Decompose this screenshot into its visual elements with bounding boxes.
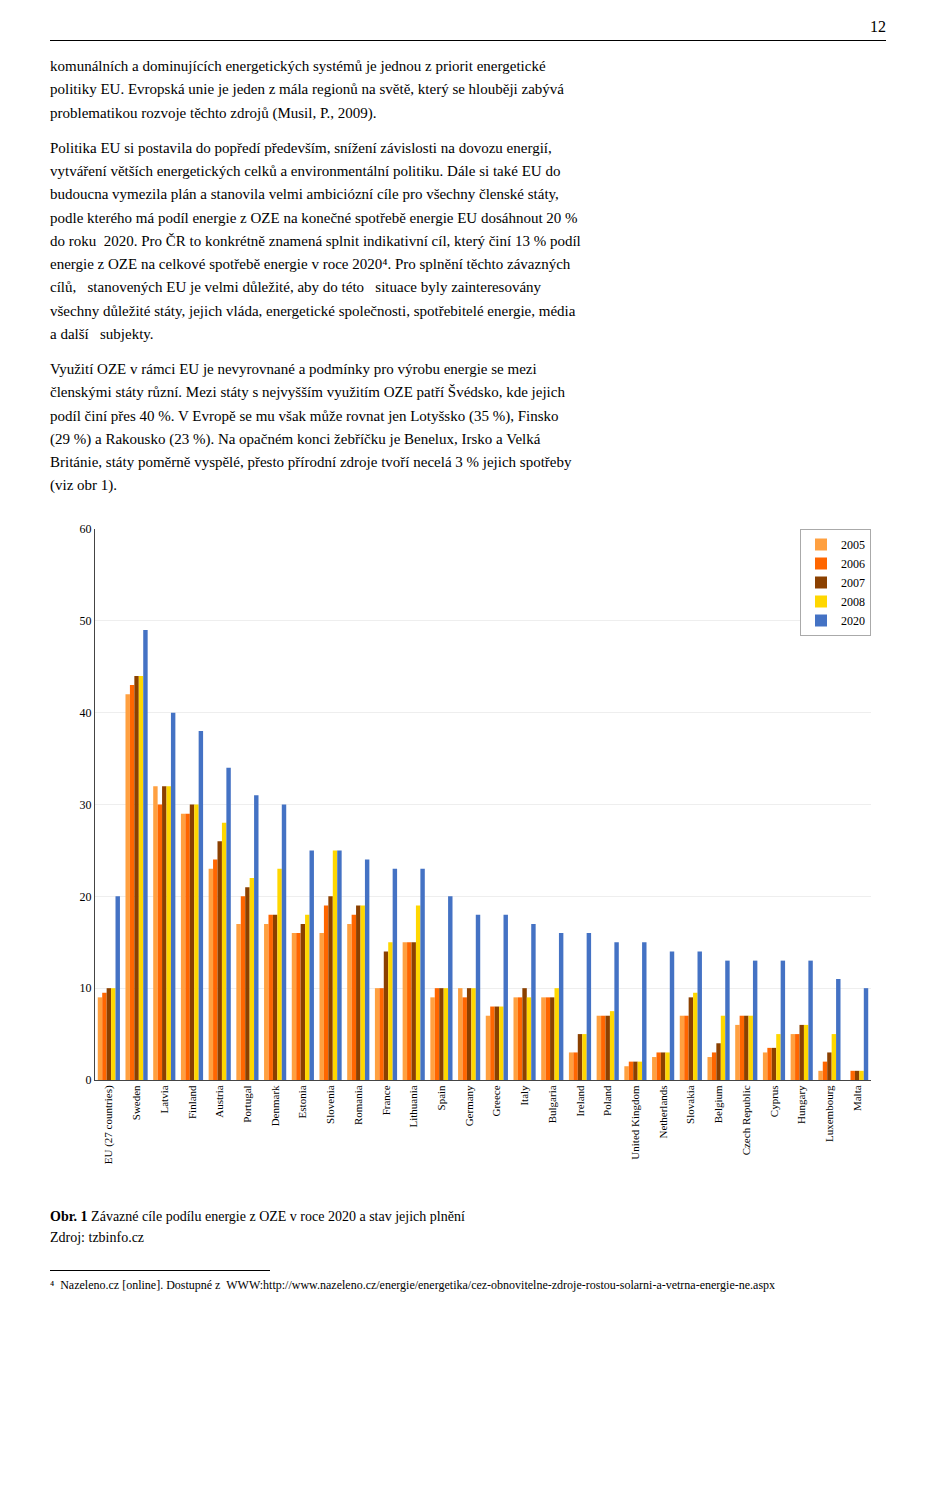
html-text:do roku 2020. Pro ČR to konkré: do roku 2020. Pro ČR to konkrétně znamen… xyxy=(50,232,581,249)
html-text:Politika EU si postavila do po: Politika EU si postavila do popředí před… xyxy=(50,139,552,156)
svg-text:10: 10 xyxy=(80,981,92,995)
svg-text:Spain: Spain xyxy=(435,1084,447,1110)
svg-text:Hungary: Hungary xyxy=(795,1084,807,1123)
svg-text:Belgium: Belgium xyxy=(712,1084,724,1122)
svg-text:Ireland: Ireland xyxy=(574,1084,586,1116)
svg-text:Slovenia: Slovenia xyxy=(324,1085,336,1124)
html-text:12: 12 xyxy=(870,18,886,35)
svg-text:2020: 2020 xyxy=(841,614,865,628)
svg-text:Bulgaria: Bulgaria xyxy=(546,1085,558,1123)
html-text:vytváření větších energetickýc: vytváření větších energetických celků a … xyxy=(50,163,561,179)
svg-text:Czech Republic: Czech Republic xyxy=(740,1085,752,1155)
svg-text:Germany: Germany xyxy=(463,1084,475,1125)
html-text:všechny důležité státy, jejich: všechny důležité státy, jejich vláda, en… xyxy=(50,302,576,319)
svg-text:Lithuania: Lithuania xyxy=(407,1085,419,1127)
svg-text:Malta: Malta xyxy=(851,1085,863,1111)
html-text:Využití OZE v rámci EU je nevy: Využití OZE v rámci EU je nevyrovnané a … xyxy=(50,361,537,377)
html-text:členskými státy různí. Mezi st: členskými státy různí. Mezi státy s nejv… xyxy=(50,384,565,401)
html-text:(viz obr 1).: (viz obr 1). xyxy=(50,477,118,494)
html-text:podíl činí přes 40 %. V Evropě: podíl činí přes 40 %. V Evropě se mu vša… xyxy=(50,407,559,424)
svg-text:Sweden: Sweden xyxy=(130,1084,142,1119)
svg-text:United Kingdom: United Kingdom xyxy=(629,1084,641,1159)
svg-text:2006: 2006 xyxy=(841,557,865,571)
html-text:energie z OZE na celkové spotř: energie z OZE na celkové spotřebě energi… xyxy=(50,256,571,272)
svg-text:Cyprus: Cyprus xyxy=(768,1085,780,1117)
html-text:⁴ Nazeleno.cz [online]. Dostup: ⁴ Nazeleno.cz [online]. Dostupné z WWW:h… xyxy=(50,1277,776,1292)
svg-text:Portugal: Portugal xyxy=(241,1085,253,1122)
svg-text:Poland: Poland xyxy=(601,1084,613,1115)
svg-text:Estonia: Estonia xyxy=(296,1085,308,1118)
svg-text:Italy: Italy xyxy=(518,1084,530,1105)
html-text:Zdroj: tzbinfo.cz: Zdroj: tzbinfo.cz xyxy=(50,1229,145,1245)
html-text:cílů, stanovených EU je velmi: cílů, stanovených EU je velmi důležité, … xyxy=(50,279,542,296)
html-text:Obr. 1 Závazné cíle podílu ene: Obr. 1 Závazné cíle podílu energie z OZE… xyxy=(50,1208,465,1224)
svg-text:30: 30 xyxy=(80,797,92,811)
svg-text:Netherlands: Netherlands xyxy=(657,1085,669,1138)
svg-text:2005: 2005 xyxy=(841,538,865,552)
svg-text:Luxembourg: Luxembourg xyxy=(823,1084,835,1141)
svg-text:2008: 2008 xyxy=(841,595,865,609)
html-text:komunálních a dominujících ene: komunálních a dominujících energetických… xyxy=(50,58,546,74)
svg-text:Latvia: Latvia xyxy=(158,1085,170,1113)
svg-text:2007: 2007 xyxy=(841,576,865,590)
html-text:(29 %) a Rakousko (23 %). Na o: (29 %) a Rakousko (23 %). Na opačném kon… xyxy=(50,430,541,447)
svg-text:Slovakia: Slovakia xyxy=(684,1085,696,1124)
html-text:podle kterého má podíl energie: podle kterého má podíl energie z OZE na … xyxy=(50,209,578,226)
svg-text:40: 40 xyxy=(80,705,92,719)
svg-text:50: 50 xyxy=(80,614,92,628)
svg-text:EU (27 countries): EU (27 countries) xyxy=(102,1085,115,1164)
html-text:problematikou rozvoje těchto z: problematikou rozvoje těchto zdrojů (Mus… xyxy=(50,104,377,121)
html-text:politiky EU. Evropská unie je: politiky EU. Evropská unie je jeden z má… xyxy=(50,81,564,98)
svg-text:20: 20 xyxy=(80,889,92,903)
svg-text:Austria: Austria xyxy=(213,1085,225,1118)
svg-text:Denmark: Denmark xyxy=(269,1084,281,1125)
html-text:Británie, státy poměrně vyspěl: Británie, státy poměrně vyspělé, přesto … xyxy=(50,454,572,470)
svg-text:60: 60 xyxy=(80,522,92,536)
html-text:budoucna vymezila plán a stano: budoucna vymezila plán a stanovila velmi… xyxy=(50,186,559,203)
svg-text:Greece: Greece xyxy=(490,1085,502,1116)
svg-text:0: 0 xyxy=(86,1073,92,1087)
svg-text:Finland: Finland xyxy=(186,1084,198,1118)
svg-text:France: France xyxy=(380,1085,392,1115)
html-text:a další subjekty.: a další subjekty. xyxy=(50,325,154,342)
svg-text:Romania: Romania xyxy=(352,1085,364,1125)
